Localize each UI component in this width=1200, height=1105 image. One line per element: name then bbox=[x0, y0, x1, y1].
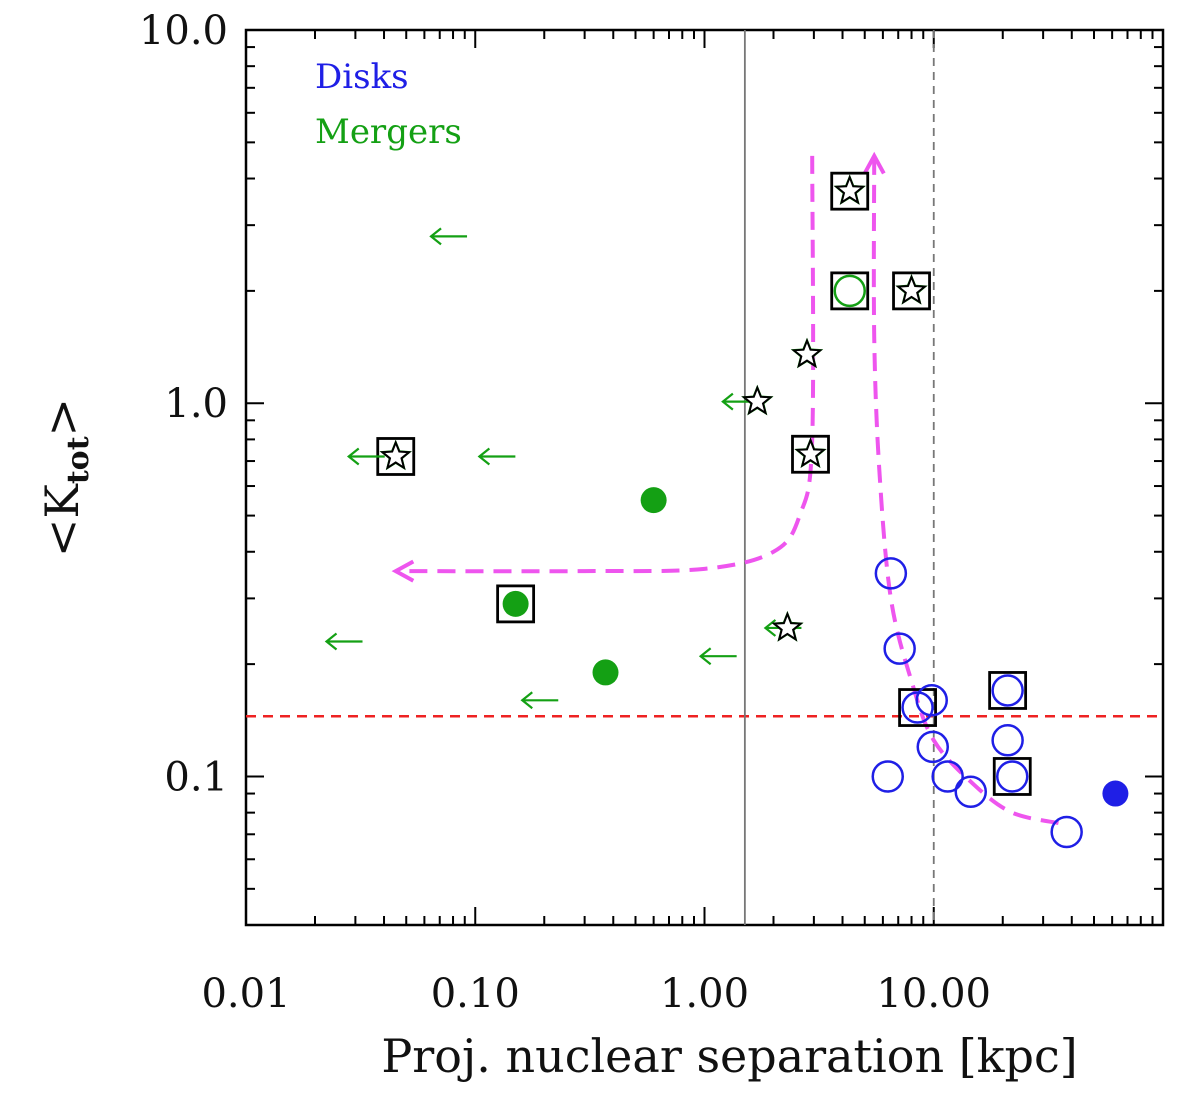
y-axis-label: <Ktot> bbox=[35, 398, 96, 557]
x-axis-label: Proj. nuclear separation [kpc] bbox=[381, 1029, 1077, 1083]
data-point-open-circle bbox=[991, 674, 1024, 707]
data-point-filled-circle bbox=[1102, 780, 1129, 807]
data-point-open-circle bbox=[954, 775, 987, 809]
data-point-square bbox=[791, 434, 830, 474]
data-point-star bbox=[794, 437, 827, 468]
y-tick-label: 1.0 bbox=[164, 381, 228, 427]
data-point-open-circle bbox=[833, 274, 866, 308]
data-point-star bbox=[833, 174, 866, 205]
data-point-square bbox=[830, 171, 870, 211]
trend-curve-disk-track bbox=[871, 155, 1059, 826]
plot-frame bbox=[244, 28, 1165, 927]
x-tick-label: 0.01 bbox=[201, 971, 290, 1017]
data-point-star bbox=[741, 384, 774, 416]
data-point-open-circle bbox=[883, 632, 916, 665]
upper-limit-arrowhead bbox=[721, 392, 734, 411]
data-point-open-circle bbox=[915, 684, 948, 717]
legend-disks: Disks bbox=[315, 57, 409, 97]
axes bbox=[244, 28, 1165, 927]
reference-lines bbox=[246, 30, 1163, 925]
trend-curves bbox=[391, 151, 1059, 826]
data-marks bbox=[324, 171, 1129, 849]
data-point-open-circle bbox=[874, 557, 908, 590]
data-point-filled-circle bbox=[592, 659, 619, 686]
data-point-open-circle bbox=[916, 730, 949, 764]
upper-limit-arrowhead bbox=[477, 447, 491, 466]
y-tick-label: 0.1 bbox=[164, 754, 228, 800]
data-point-square bbox=[496, 584, 536, 624]
x-tick-label: 0.10 bbox=[431, 971, 520, 1017]
upper-limit-arrowhead bbox=[698, 647, 712, 666]
data-point-star bbox=[895, 274, 928, 305]
upper-limit-arrowhead bbox=[520, 691, 533, 710]
data-point-square bbox=[988, 671, 1028, 710]
data-point-filled-circle bbox=[640, 487, 667, 514]
labels: 0.01 0.10 1.00 10.00 0.1 1.0 10.0 Proj. nuclear… bbox=[35, 8, 1078, 1083]
data-point-filled-circle bbox=[502, 590, 529, 617]
trend-arrowhead-disk-track bbox=[862, 151, 886, 175]
upper-limit-arrowhead bbox=[346, 447, 360, 466]
data-point-square bbox=[830, 271, 870, 311]
data-point-star bbox=[379, 439, 412, 471]
data-point-star bbox=[771, 611, 804, 642]
upper-limit-arrowhead bbox=[429, 227, 442, 246]
trend-arrowhead-merger-track bbox=[391, 559, 415, 583]
data-point-open-circle bbox=[996, 760, 1029, 793]
y-axis-label-end: > bbox=[35, 398, 89, 437]
data-point-open-circle bbox=[871, 760, 904, 793]
y-tick-label: 10.0 bbox=[139, 8, 228, 54]
data-point-open-circle bbox=[991, 724, 1024, 757]
upper-limit-arrowhead bbox=[324, 632, 338, 651]
x-tick-label: 1.00 bbox=[660, 971, 749, 1017]
data-point-square bbox=[892, 271, 931, 311]
legend-mergers: Mergers bbox=[315, 112, 462, 152]
data-point-square bbox=[992, 757, 1032, 796]
trend-curve-merger-track bbox=[395, 155, 816, 574]
data-point-square bbox=[898, 688, 937, 727]
data-point-open-circle bbox=[931, 760, 964, 793]
y-axis-label-subscript: tot bbox=[61, 436, 96, 484]
y-axis-label-main: <K bbox=[35, 483, 89, 558]
upper-limit-arrowhead bbox=[763, 619, 777, 637]
data-point-open-circle bbox=[1050, 815, 1083, 849]
x-tick-label: 10.00 bbox=[876, 971, 991, 1017]
data-point-star bbox=[791, 337, 823, 369]
